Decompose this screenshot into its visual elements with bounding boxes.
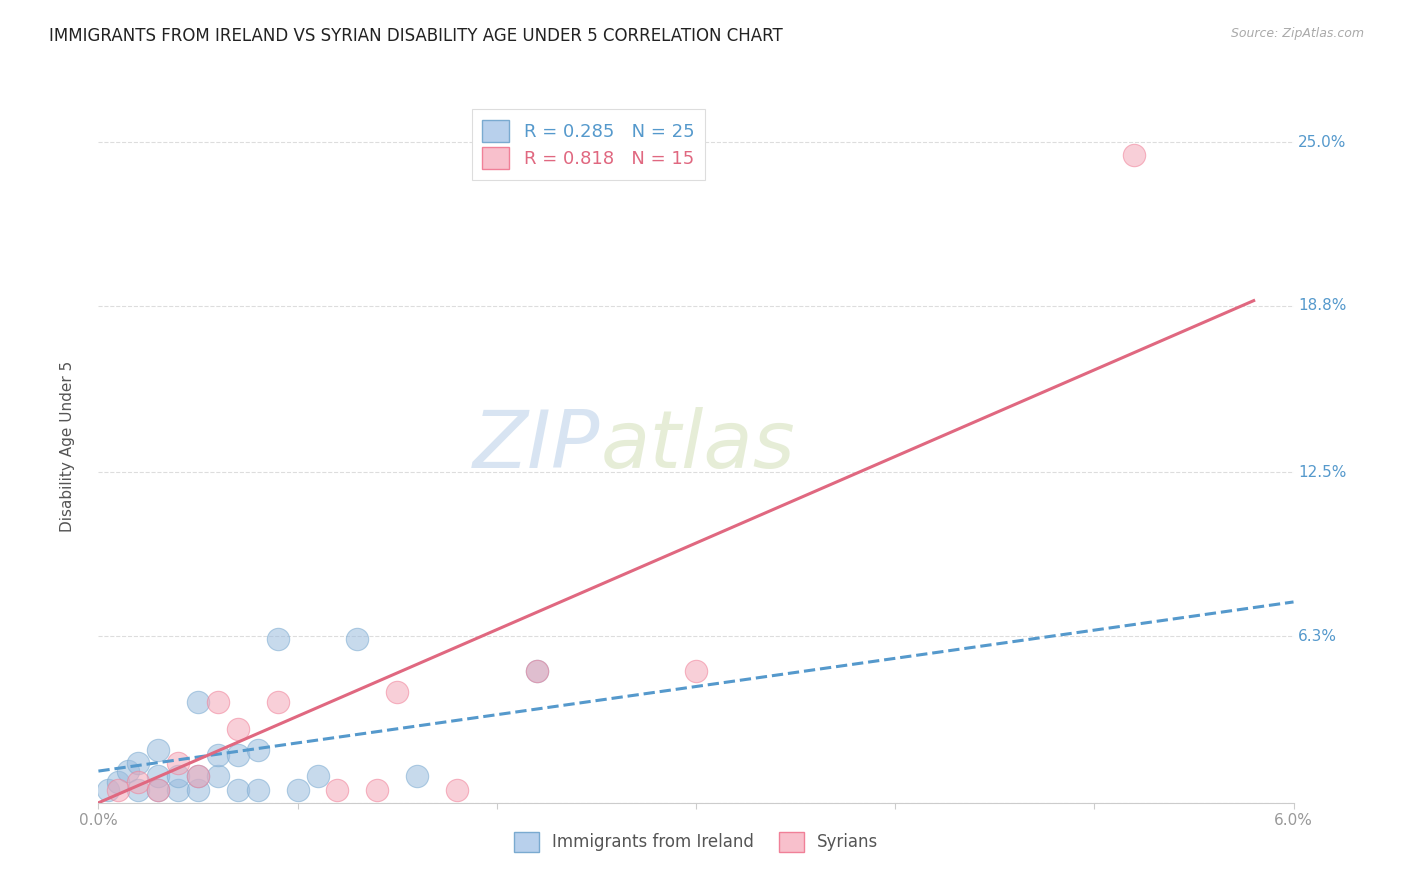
Point — [148, 743, 170, 757]
Point — [1123, 148, 1146, 162]
Point — [326, 782, 349, 797]
Point — [246, 743, 269, 757]
Point — [97, 782, 120, 797]
Point — [385, 685, 409, 699]
Point — [366, 782, 388, 797]
Text: 25.0%: 25.0% — [1298, 135, 1347, 150]
Point — [187, 695, 209, 709]
Point — [346, 632, 368, 646]
Point — [267, 695, 290, 709]
Point — [148, 782, 170, 797]
Point — [226, 748, 249, 763]
Text: 12.5%: 12.5% — [1298, 465, 1347, 480]
Text: Source: ZipAtlas.com: Source: ZipAtlas.com — [1230, 27, 1364, 40]
Point — [685, 664, 707, 678]
Point — [307, 769, 329, 783]
Point — [287, 782, 309, 797]
Point — [127, 774, 149, 789]
Point — [207, 769, 229, 783]
Point — [148, 782, 170, 797]
Point — [167, 769, 190, 783]
Point — [187, 769, 209, 783]
Point — [226, 722, 249, 736]
Point — [446, 782, 468, 797]
Point — [246, 782, 269, 797]
Point — [406, 769, 429, 783]
Legend: Immigrants from Ireland, Syrians: Immigrants from Ireland, Syrians — [508, 825, 884, 859]
Point — [187, 782, 209, 797]
Text: atlas: atlas — [600, 407, 796, 485]
Point — [127, 756, 149, 771]
Point — [127, 782, 149, 797]
Point — [207, 748, 229, 763]
Point — [226, 782, 249, 797]
Point — [187, 769, 209, 783]
Point — [117, 764, 139, 778]
Point — [526, 664, 548, 678]
Point — [526, 664, 548, 678]
Text: IMMIGRANTS FROM IRELAND VS SYRIAN DISABILITY AGE UNDER 5 CORRELATION CHART: IMMIGRANTS FROM IRELAND VS SYRIAN DISABI… — [49, 27, 783, 45]
Point — [167, 782, 190, 797]
Point — [167, 756, 190, 771]
Point — [148, 769, 170, 783]
Text: ZIP: ZIP — [472, 407, 600, 485]
Text: 6.3%: 6.3% — [1298, 629, 1337, 644]
Point — [207, 695, 229, 709]
Y-axis label: Disability Age Under 5: Disability Age Under 5 — [60, 360, 75, 532]
Point — [107, 782, 129, 797]
Point — [107, 774, 129, 789]
Text: 18.8%: 18.8% — [1298, 299, 1347, 313]
Point — [267, 632, 290, 646]
